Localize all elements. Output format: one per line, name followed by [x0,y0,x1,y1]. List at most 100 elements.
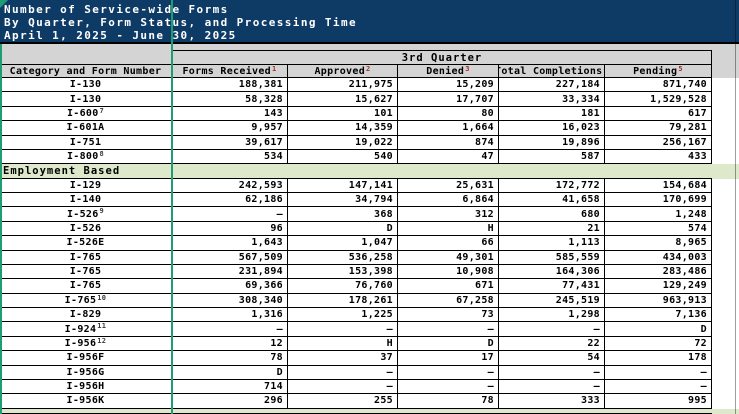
cell-pending[interactable]: 995 [605,394,712,408]
cell-forms_received[interactable]: 12 [172,336,288,351]
cell-forms_received[interactable]: 242,593 [172,178,288,192]
table-row[interactable]: I-956H 714– – – – [0,379,739,395]
table-row[interactable]: I-526 9–368 312 680 1,248 [0,207,739,222]
cell-forms_received[interactable]: 39,617 [172,135,288,149]
cell-total_completions[interactable]: 41,658 [499,193,605,207]
cell-total_completions[interactable]: 333 [499,394,605,408]
cell-pending[interactable]: 256,167 [605,135,712,149]
cell-form-number[interactable]: I-956K [0,394,172,408]
cell-approved[interactable]: 1,047 [288,236,398,250]
table-row[interactable]: I-130 188,381 211,975 15,209 227,184 871,740 [0,78,739,93]
cell-form-number[interactable]: I-140 [0,193,172,207]
cell-approved[interactable]: – [288,379,398,394]
cell-approved[interactable]: 34,794 [288,193,398,207]
cell-denied[interactable]: 1,664 [398,121,499,135]
cell-forms_received[interactable]: 143 [172,106,288,121]
column-header-form_number[interactable]: Category and Form Number [0,65,172,77]
cell-approved[interactable]: 14,359 [288,121,398,135]
cell-pending[interactable]: 72 [605,336,712,351]
cell-forms_received[interactable]: 9,957 [172,121,288,135]
column-header-total_completions[interactable]: Total Completions4 [499,65,605,77]
cell-form-number[interactable]: I-924 11 [0,322,172,336]
section-row[interactable] [0,408,739,414]
cell-pending[interactable]: 433 [605,149,712,164]
cell-denied[interactable]: 25,631 [398,178,499,192]
cell-total_completions[interactable]: 54 [499,351,605,365]
cell-forms_received[interactable]: 231,894 [172,264,288,279]
cell-total_completions[interactable]: 585,559 [499,250,605,264]
cell-forms_received[interactable]: 96 [172,221,288,236]
cell-total_completions[interactable]: 21 [499,221,605,236]
cell-pending[interactable]: 1,529,528 [605,92,712,106]
cell-form-number[interactable]: I-130 [0,78,172,92]
cell-denied[interactable]: 10,908 [398,264,499,279]
cell-approved[interactable]: 1,225 [288,308,398,322]
cell-forms_received[interactable]: – [172,207,288,221]
cell-form-number[interactable]: I-956 12 [0,336,172,351]
column-header-denied[interactable]: Denied 3 [398,65,499,77]
cell-form-number[interactable]: I-956H [0,379,172,394]
cell-pending[interactable]: D [605,322,712,336]
cell-pending[interactable]: 574 [605,221,712,236]
cell-denied[interactable]: 67,258 [398,293,499,307]
table-row[interactable]: I-601A 9,957 14,359 1,664 16,023 79,281 [0,121,739,136]
table-row[interactable]: I-765 69,366 76,760 671 77,431 129,249 [0,279,739,294]
column-header-forms_received[interactable]: Forms Received 1 [172,65,288,77]
table-row[interactable]: I-526 96 D H 21 574 [0,221,739,237]
cell-total_completions[interactable]: – [499,365,605,379]
cell-form-number[interactable]: I-765 10 [0,293,172,307]
table-row[interactable]: I-130 58,328 15,627 17,707 33,334 1,529,528 [0,92,739,107]
cell-forms_received[interactable]: 1,316 [172,308,288,322]
cell-total_completions[interactable]: 164,306 [499,264,605,279]
cell-forms_received[interactable]: D [172,365,288,379]
column-header-pending[interactable]: Pending 5 [605,65,712,77]
cell-total_completions[interactable]: 33,334 [499,92,605,106]
table-row[interactable]: I-956 12 12 H D 22 72 [0,336,739,352]
table-row[interactable]: I-765 567,509 536,258 49,301 585,559 434,003 [0,250,739,265]
cell-pending[interactable]: 871,740 [605,78,712,92]
cell-form-number[interactable]: I-765 [0,250,172,264]
cell-pending[interactable]: 434,003 [605,250,712,264]
cell-total_completions[interactable]: 227,184 [499,78,605,92]
cell-approved[interactable]: 19,022 [288,135,398,149]
cell-forms_received[interactable]: 714 [172,379,288,394]
cell-forms_received[interactable]: 188,381 [172,78,288,92]
cell-pending[interactable]: 8,965 [605,236,712,250]
cell-denied[interactable]: 874 [398,135,499,149]
cell-pending[interactable]: 7,136 [605,308,712,322]
cell-pending[interactable]: 963,913 [605,293,712,307]
cell-pending[interactable]: 154,684 [605,178,712,192]
cell-form-number[interactable]: I-956G [0,365,172,379]
cell-approved[interactable]: 368 [288,207,398,221]
cell-denied[interactable]: 73 [398,308,499,322]
cell-denied[interactable]: – [398,365,499,379]
table-row[interactable]: I-956G D – – – – [0,365,739,380]
cell-form-number[interactable]: I-129 [0,178,172,192]
cell-forms_received[interactable]: 1,643 [172,236,288,250]
cell-forms_received[interactable]: 308,340 [172,293,288,307]
cell-total_completions[interactable]: 22 [499,336,605,351]
cell-denied[interactable]: 78 [398,394,499,408]
cell-total_completions[interactable]: 77,431 [499,279,605,293]
cell-form-number[interactable]: I-765 [0,279,172,293]
cell-denied[interactable]: 671 [398,279,499,293]
table-row[interactable]: I-751 39,617 19,022 874 19,896 256,167 [0,135,739,150]
cell-form-number[interactable]: I-800 8 [0,149,172,164]
cell-forms_received[interactable]: 296 [172,394,288,408]
cell-total_completions[interactable]: 19,896 [499,135,605,149]
cell-total_completions[interactable]: – [499,379,605,394]
cell-form-number[interactable]: I-526 [0,221,172,236]
cell-denied[interactable]: D [398,336,499,351]
cell-pending[interactable]: 79,281 [605,121,712,135]
selection-border-column[interactable] [171,0,173,414]
cell-denied[interactable]: – [398,379,499,394]
cell-form-number[interactable]: I-829 [0,308,172,322]
cell-form-number[interactable]: I-765 [0,264,172,279]
cell-forms_received[interactable]: 69,366 [172,279,288,293]
cell-approved[interactable]: 153,398 [288,264,398,279]
cell-denied[interactable]: 17 [398,351,499,365]
cell-form-number[interactable]: I-526E [0,236,172,250]
cell-form-number[interactable]: I-956F [0,351,172,365]
cell-approved[interactable]: 76,760 [288,279,398,293]
selection-border-left[interactable] [0,44,2,414]
